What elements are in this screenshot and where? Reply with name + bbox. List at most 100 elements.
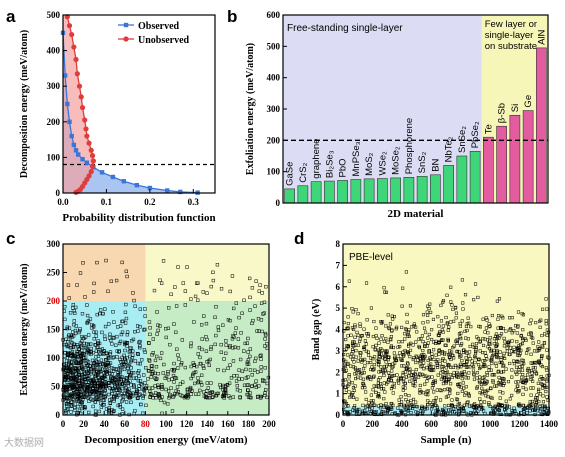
scatter-point: [475, 405, 479, 410]
scatter-point: [384, 337, 388, 341]
scatter-point: [410, 373, 414, 377]
scatter-point: [526, 405, 530, 409]
scatter-point: [89, 352, 93, 356]
scatter-point: [541, 345, 545, 349]
scatter-point: [168, 394, 172, 398]
scatter-point: [196, 352, 200, 356]
scatter-point: [140, 358, 144, 362]
scatter-point: [83, 383, 87, 387]
scatter-point: [65, 359, 69, 363]
scatter-point: [356, 333, 360, 337]
scatter-point: [461, 381, 465, 385]
scatter-point: [440, 349, 445, 354]
scatter-point: [438, 398, 443, 402]
scatter-point: [413, 384, 417, 388]
unobserved-point: [74, 71, 80, 77]
y-tick-label: 400: [47, 46, 61, 56]
scatter-point: [353, 335, 357, 339]
scatter-point: [248, 295, 252, 300]
scatter-point: [185, 387, 189, 392]
scatter-point: [495, 384, 499, 388]
scatter-point: [421, 313, 426, 317]
scatter-point: [540, 354, 544, 358]
scatter-point: [85, 350, 89, 355]
scatter-point: [111, 395, 116, 399]
scatter-point: [430, 403, 434, 407]
scatter-point: [489, 395, 493, 399]
y-tick-label: 2: [336, 367, 341, 377]
scatter-point: [452, 407, 456, 411]
scatter-point: [260, 329, 264, 334]
scatter-point: [403, 332, 407, 336]
scatter-point: [111, 335, 115, 340]
scatter-point: [209, 347, 213, 351]
scatter-point: [131, 349, 135, 353]
scatter-point: [449, 365, 453, 369]
scatter-point: [351, 395, 356, 399]
scatter-point: [449, 408, 453, 412]
scatter-point: [484, 316, 488, 320]
scatter-point: [487, 368, 491, 372]
scatter-point: [120, 355, 124, 360]
scatter-point: [406, 405, 410, 409]
scatter-point: [406, 334, 410, 338]
scatter-point: [79, 345, 83, 349]
scatter-point: [181, 281, 185, 285]
scatter-point: [365, 361, 370, 365]
scatter-point: [460, 389, 464, 393]
scatter-point: [129, 400, 133, 405]
scatter-point: [415, 330, 419, 334]
scatter-point: [222, 392, 226, 397]
scatter-point: [391, 403, 395, 407]
scatter-point: [147, 341, 151, 345]
bar: [536, 47, 547, 204]
scatter-point: [539, 407, 543, 411]
scatter-point: [386, 356, 390, 360]
scatter-point: [196, 392, 201, 396]
scatter-point: [172, 361, 176, 366]
scatter-point: [402, 377, 406, 381]
scatter-point: [346, 353, 350, 357]
scatter-point: [414, 400, 418, 404]
scatter-point: [521, 380, 525, 385]
scatter-point: [432, 368, 436, 372]
scatter-point: [234, 326, 238, 330]
panel-label-a: a: [6, 7, 16, 26]
scatter-point: [428, 302, 432, 306]
scatter-point: [358, 324, 362, 328]
scatter-point: [529, 386, 533, 390]
observed-point: [67, 119, 72, 124]
scatter-point: [482, 363, 486, 367]
scatter-point: [78, 327, 82, 331]
scatter-point: [537, 400, 541, 404]
scatter-point: [136, 329, 140, 333]
scatter-point: [136, 371, 140, 375]
scatter-point: [490, 359, 494, 363]
scatter-point: [461, 301, 465, 305]
scatter-point: [402, 403, 406, 407]
scatter-point: [124, 385, 128, 390]
scatter-point: [344, 388, 348, 392]
scatter-point: [385, 411, 390, 415]
scatter-point: [545, 307, 549, 311]
scatter-point: [237, 368, 241, 372]
scatter-point: [369, 399, 373, 403]
scatter-point: [107, 408, 111, 412]
scatter-point: [209, 345, 213, 349]
scatter-point: [441, 300, 445, 304]
y-axis-label: Exfoliation energy (meV/atom): [19, 263, 30, 395]
scatter-point: [132, 384, 136, 388]
scatter-point: [133, 330, 137, 334]
scatter-point: [401, 380, 406, 384]
scatter-point: [442, 409, 446, 414]
unobserved-point: [88, 169, 94, 175]
scatter-point: [213, 315, 217, 319]
scatter-point: [148, 389, 152, 394]
scatter-point: [544, 297, 548, 301]
scatter-point: [496, 313, 501, 318]
scatter-point: [118, 357, 122, 362]
scatter-point: [239, 331, 243, 335]
y-axis-label: Decomposition energy (meV/atom): [19, 30, 30, 178]
scatter-point: [441, 375, 445, 379]
scatter-point: [107, 322, 111, 326]
